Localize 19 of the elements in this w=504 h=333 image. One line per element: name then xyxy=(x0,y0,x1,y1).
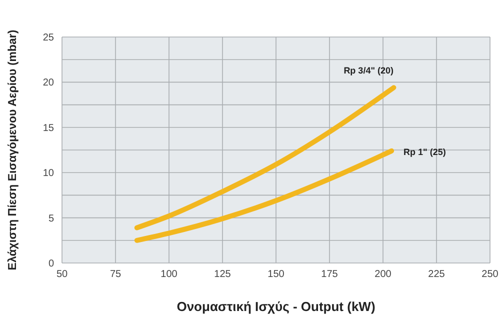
series-label: Rp 1" (25) xyxy=(404,146,446,157)
x-tick-label: 125 xyxy=(214,269,232,280)
y-tick-label: 15 xyxy=(42,122,54,134)
x-tick-label: 50 xyxy=(56,269,68,280)
y-tick-label: 25 xyxy=(42,32,54,44)
x-tick-label: 250 xyxy=(482,269,499,280)
y-tick-label: 10 xyxy=(42,168,54,180)
x-tick-label: 150 xyxy=(268,269,285,280)
y-axis-title: Ελάχιστη Πίεση Εισαγόμενου Αερίου (mbar) xyxy=(7,30,19,270)
x-tick-label: 200 xyxy=(374,269,392,280)
x-tick-label: 175 xyxy=(321,269,338,280)
y-tick-label: 5 xyxy=(48,213,54,224)
x-tick-label: 75 xyxy=(110,269,122,280)
x-tick-label: 100 xyxy=(160,269,178,280)
y-tick-label: 20 xyxy=(42,78,54,89)
x-tick-label: 225 xyxy=(428,269,446,280)
x-axis-title: Ονομαστική Ισχύς - Output (kW) xyxy=(176,299,376,314)
series-label: Rp 3/4" (20) xyxy=(344,66,394,76)
y-tick-label: 0 xyxy=(48,258,54,270)
